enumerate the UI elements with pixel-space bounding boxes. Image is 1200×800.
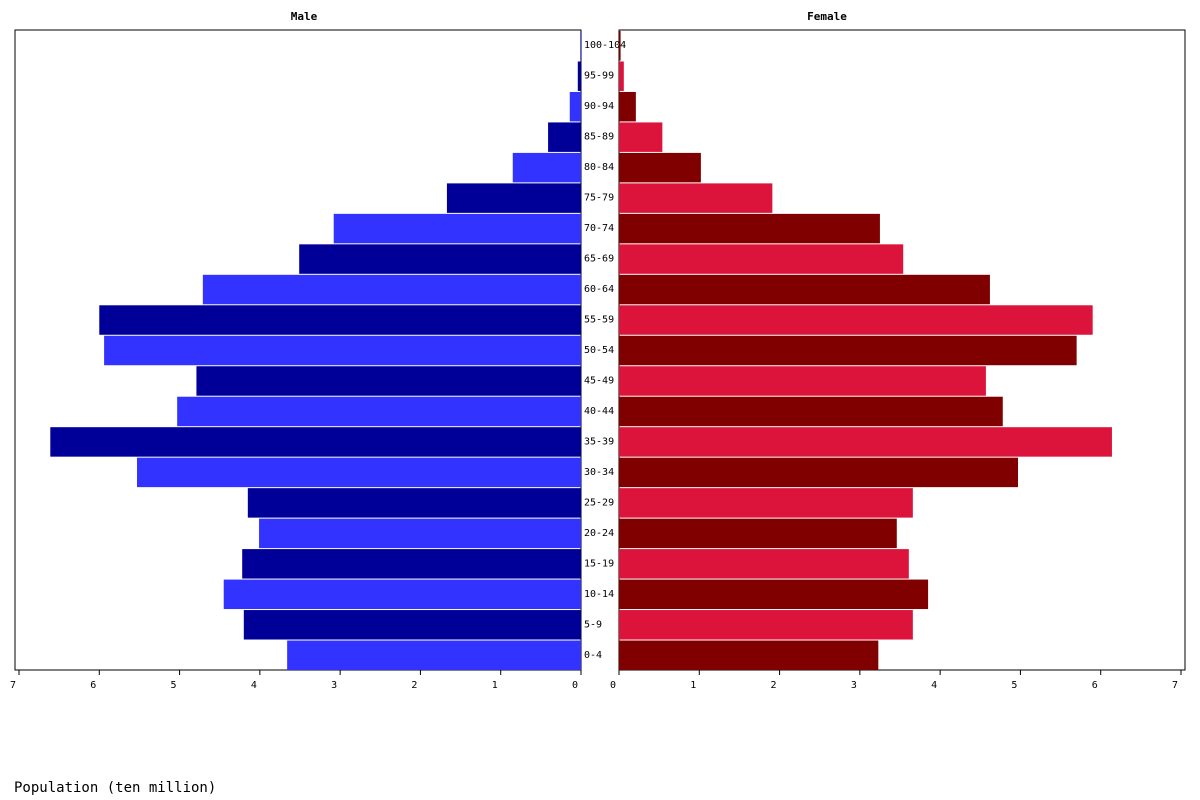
bar <box>619 305 1093 335</box>
bar <box>137 457 581 488</box>
category-label: 90-94 <box>584 101 614 112</box>
bar <box>619 427 1112 457</box>
bar <box>619 518 897 549</box>
bar <box>619 152 701 183</box>
bar <box>619 488 913 518</box>
x-tick-label: 2 <box>411 680 417 691</box>
category-label: 50-54 <box>584 345 614 356</box>
bar <box>619 610 913 640</box>
bar <box>619 640 879 670</box>
bar <box>619 579 929 610</box>
bar <box>196 366 581 396</box>
x-tick-label: 4 <box>931 680 937 691</box>
category-label: 55-59 <box>584 315 614 326</box>
bar <box>242 549 582 579</box>
bar <box>299 244 581 274</box>
bar <box>619 31 621 61</box>
category-label: 25-29 <box>584 497 614 508</box>
bar <box>548 122 581 152</box>
category-label: 65-69 <box>584 254 614 265</box>
x-tick-label: 2 <box>771 680 777 691</box>
bar <box>569 91 581 122</box>
x-axis-label: Population (ten million) <box>14 780 216 796</box>
bar <box>619 335 1077 366</box>
category-label: 30-34 <box>584 467 614 478</box>
x-tick-label: 6 <box>1092 680 1098 691</box>
category-label: 95-99 <box>584 71 614 82</box>
category-label: 80-84 <box>584 162 614 173</box>
bar <box>243 610 582 640</box>
x-tick-label: 6 <box>90 680 96 691</box>
bar <box>619 549 909 579</box>
bar <box>580 31 581 61</box>
bar <box>619 183 773 213</box>
x-tick-label: 0 <box>572 680 578 691</box>
bar <box>619 366 986 396</box>
bar <box>512 152 581 183</box>
x-tick-label: 1 <box>492 680 498 691</box>
category-label: 10-14 <box>584 589 614 600</box>
bar <box>50 427 582 457</box>
bar <box>259 518 581 549</box>
bar <box>223 579 581 610</box>
category-label: 75-79 <box>584 193 614 204</box>
bar <box>177 396 582 427</box>
bar <box>99 305 582 335</box>
x-tick-label: 3 <box>331 680 337 691</box>
x-tick-label: 1 <box>690 680 696 691</box>
bar <box>247 488 582 518</box>
bar <box>619 274 990 305</box>
x-tick-label: 5 <box>1011 680 1017 691</box>
category-label: 45-49 <box>584 375 614 386</box>
category-label: 5-9 <box>584 619 602 630</box>
female-title: Female <box>807 10 847 23</box>
category-label: 15-19 <box>584 558 614 569</box>
bar <box>446 183 581 213</box>
bar <box>619 244 904 274</box>
category-label: 70-74 <box>584 223 614 234</box>
bar <box>619 91 636 122</box>
x-tick-label: 7 <box>1172 680 1178 691</box>
male-title: Male <box>291 10 318 23</box>
bar <box>619 457 1019 488</box>
category-label: 0-4 <box>584 650 602 661</box>
bar <box>619 122 663 152</box>
x-tick-label: 4 <box>251 680 257 691</box>
bar <box>287 640 581 670</box>
x-tick-label: 3 <box>851 680 857 691</box>
category-label: 20-24 <box>584 528 614 539</box>
bar <box>333 213 581 244</box>
bar <box>619 61 624 91</box>
category-label: 85-89 <box>584 132 614 143</box>
category-label: 100-104 <box>584 40 626 51</box>
bar <box>104 335 582 366</box>
category-label: 60-64 <box>584 284 614 295</box>
bar <box>619 213 880 244</box>
x-tick-label: 0 <box>610 680 616 691</box>
category-label: 40-44 <box>584 406 614 417</box>
x-tick-label: 5 <box>171 680 177 691</box>
bar <box>202 274 581 305</box>
x-tick-label: 7 <box>10 680 16 691</box>
category-label: 35-39 <box>584 436 614 447</box>
bar <box>577 61 581 91</box>
bar <box>619 396 1003 427</box>
